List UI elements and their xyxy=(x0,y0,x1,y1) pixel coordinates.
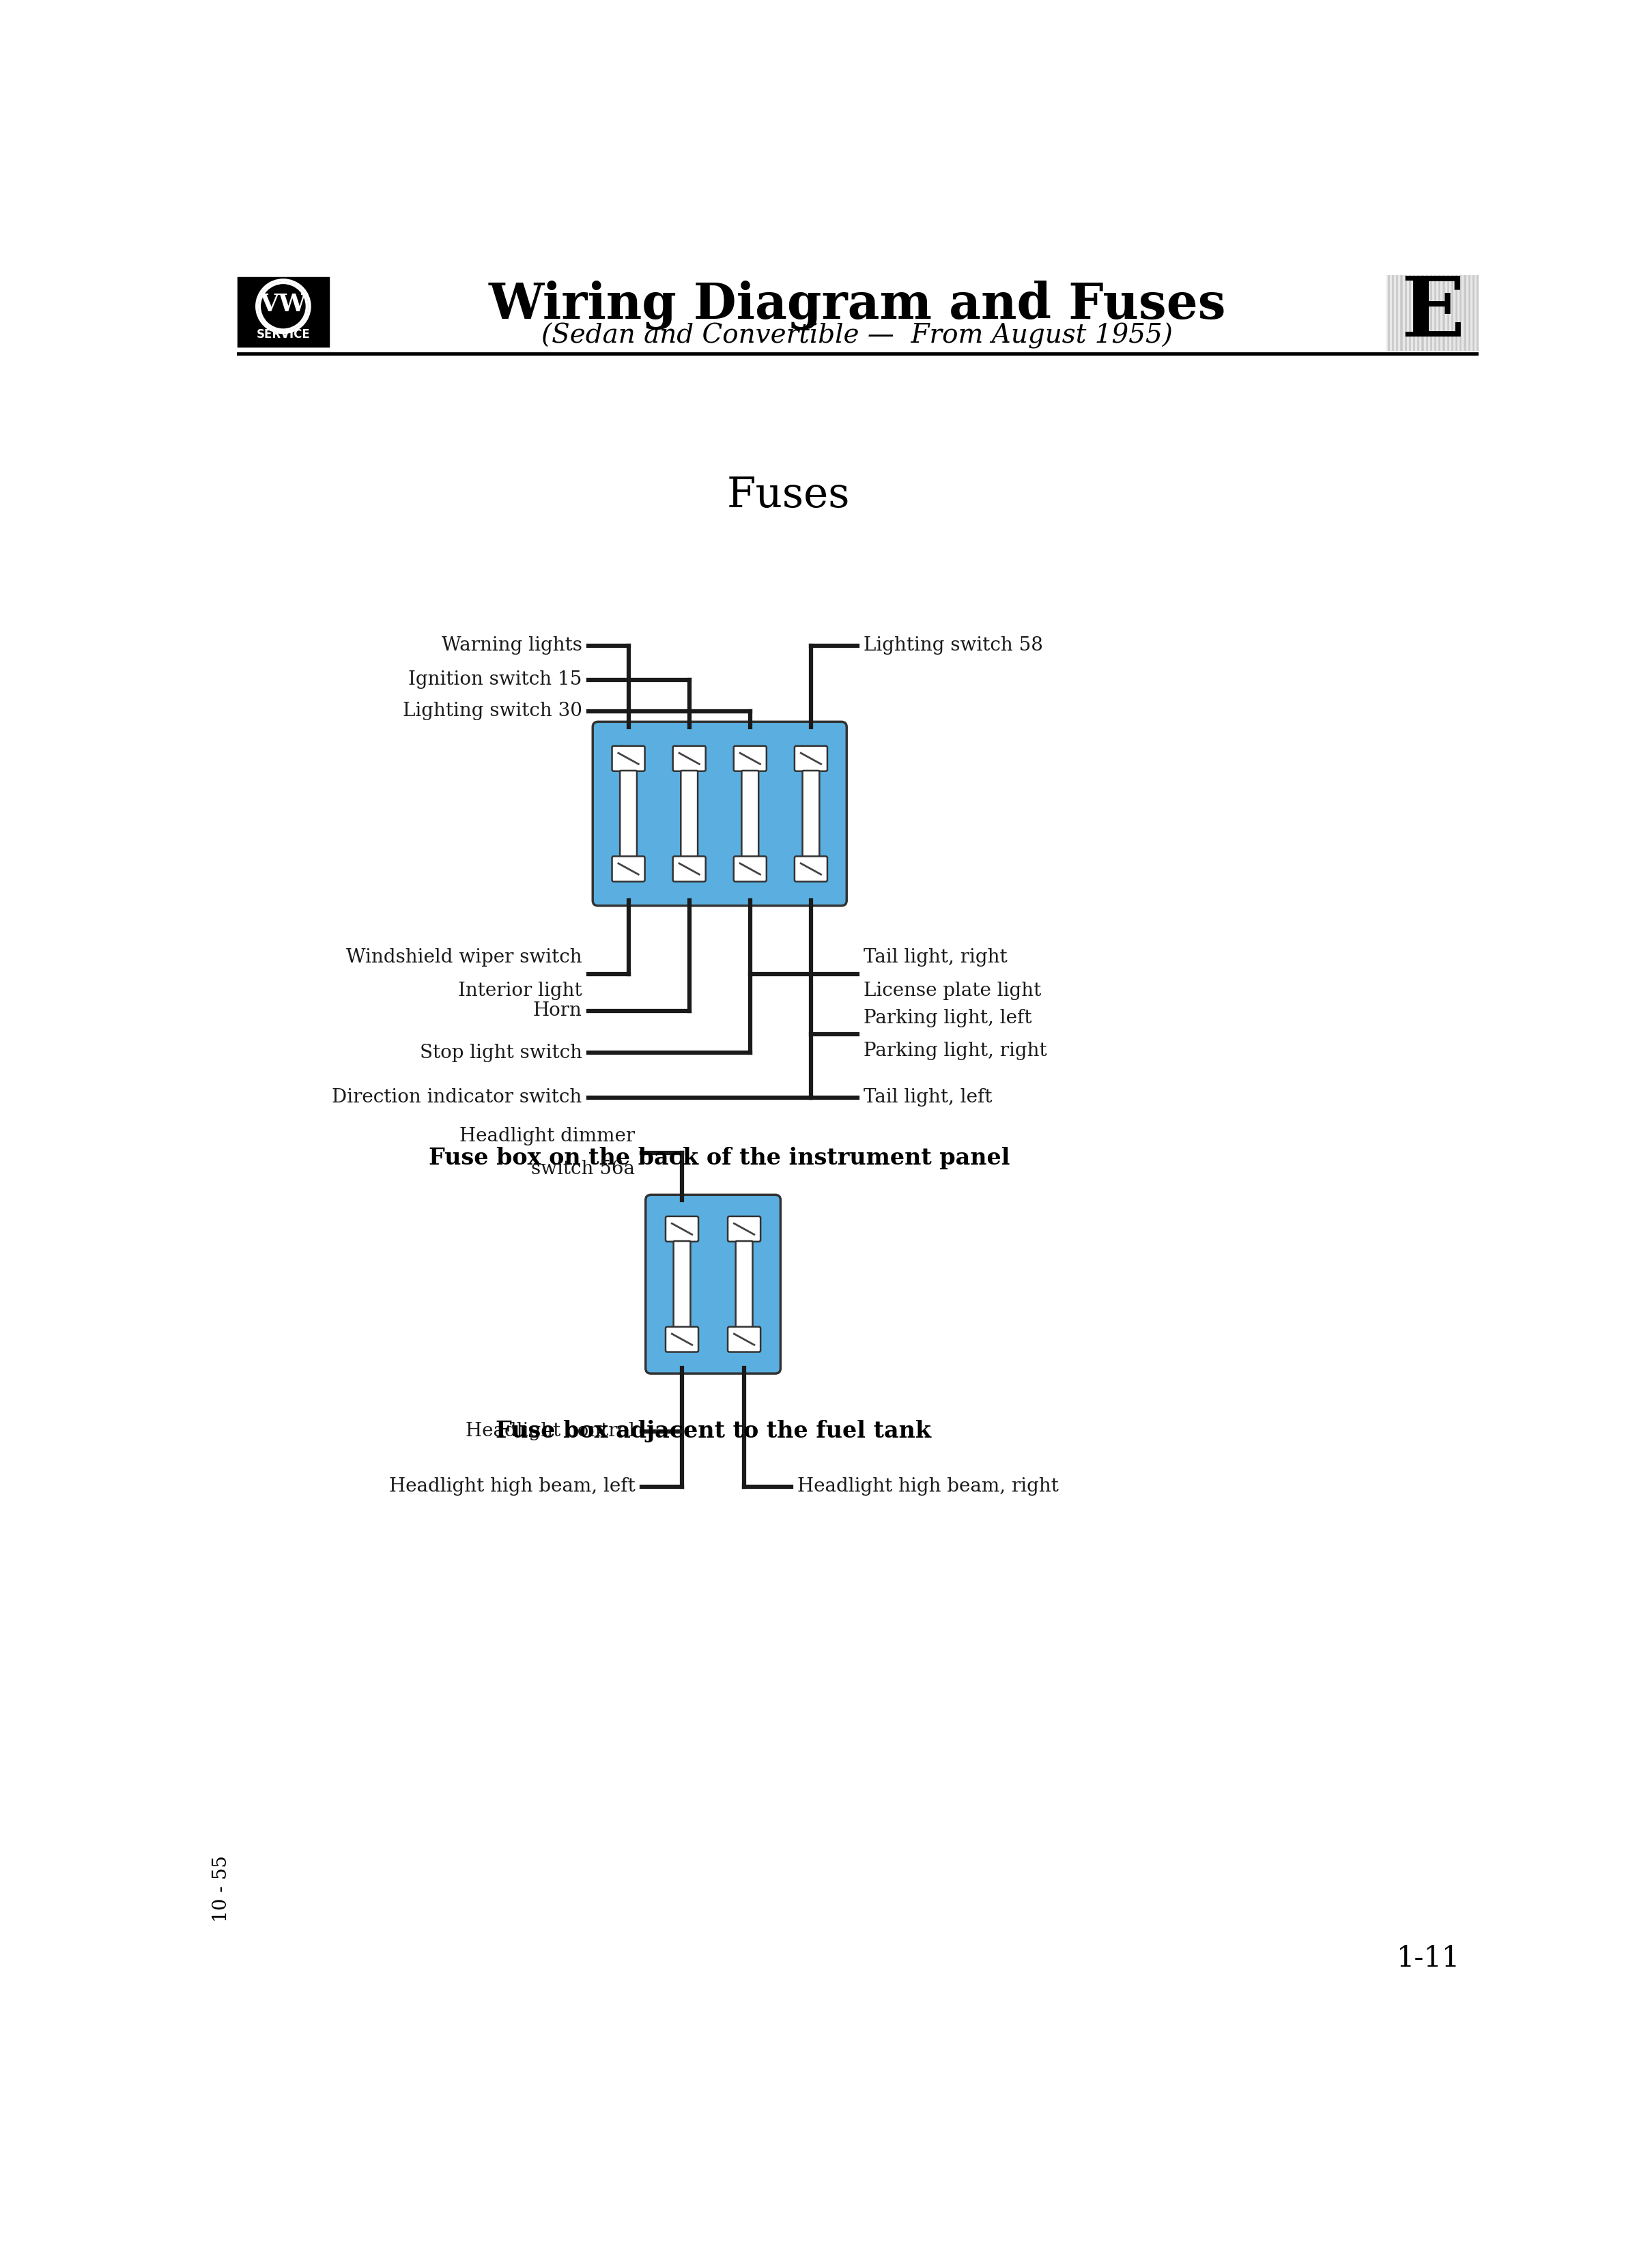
FancyBboxPatch shape xyxy=(593,721,846,905)
FancyBboxPatch shape xyxy=(646,1196,780,1374)
Text: Windshield wiper switch: Windshield wiper switch xyxy=(347,948,582,966)
Text: Interior light: Interior light xyxy=(458,982,582,1000)
FancyBboxPatch shape xyxy=(733,745,767,770)
Circle shape xyxy=(259,284,307,331)
Text: E: E xyxy=(1401,272,1464,354)
FancyBboxPatch shape xyxy=(803,770,819,856)
FancyBboxPatch shape xyxy=(611,745,644,770)
Circle shape xyxy=(256,279,309,333)
FancyBboxPatch shape xyxy=(795,745,828,770)
FancyBboxPatch shape xyxy=(742,770,758,856)
Text: Tail light, right: Tail light, right xyxy=(864,948,1008,966)
Text: Headlight high beam, right: Headlight high beam, right xyxy=(798,1477,1059,1495)
Text: Parking light, left: Parking light, left xyxy=(864,1009,1032,1027)
Bar xyxy=(238,277,329,347)
Text: Headlight high beam, left: Headlight high beam, left xyxy=(388,1477,634,1495)
Text: Lighting switch 30: Lighting switch 30 xyxy=(403,703,582,721)
Text: Tail light, left: Tail light, left xyxy=(864,1088,993,1106)
FancyBboxPatch shape xyxy=(666,1326,699,1351)
Text: Fuses: Fuses xyxy=(727,475,851,516)
Text: Headlight dimmer: Headlight dimmer xyxy=(459,1126,634,1146)
Text: Headlight control: Headlight control xyxy=(466,1421,634,1441)
Text: 1-11: 1-11 xyxy=(1396,1943,1460,1973)
FancyBboxPatch shape xyxy=(735,1241,753,1326)
FancyBboxPatch shape xyxy=(672,856,705,881)
FancyBboxPatch shape xyxy=(795,856,828,881)
FancyBboxPatch shape xyxy=(681,770,697,856)
Text: Fuse box adjacent to the fuel tank: Fuse box adjacent to the fuel tank xyxy=(496,1421,930,1444)
Text: 10 - 55: 10 - 55 xyxy=(211,1856,231,1923)
Text: Warning lights: Warning lights xyxy=(441,637,582,655)
Text: (Sedan and Convertible —  From August 1955): (Sedan and Convertible — From August 195… xyxy=(542,322,1173,349)
FancyBboxPatch shape xyxy=(666,1216,699,1241)
Text: Horn: Horn xyxy=(534,1002,582,1020)
Text: VW: VW xyxy=(259,293,307,315)
FancyBboxPatch shape xyxy=(729,1216,760,1241)
Text: Direction indicator switch: Direction indicator switch xyxy=(332,1088,582,1106)
Text: License plate light: License plate light xyxy=(864,982,1041,1000)
FancyBboxPatch shape xyxy=(611,856,644,881)
Text: SERVICE: SERVICE xyxy=(256,329,311,340)
FancyBboxPatch shape xyxy=(674,1241,691,1326)
Text: Lighting switch 58: Lighting switch 58 xyxy=(864,637,1042,655)
FancyBboxPatch shape xyxy=(729,1326,760,1351)
Text: Parking light, right: Parking light, right xyxy=(864,1043,1047,1061)
FancyBboxPatch shape xyxy=(620,770,638,856)
FancyBboxPatch shape xyxy=(672,745,705,770)
Text: Stop light switch: Stop light switch xyxy=(420,1043,582,1063)
Text: switch 56a: switch 56a xyxy=(532,1160,634,1178)
FancyBboxPatch shape xyxy=(733,856,767,881)
Text: Wiring Diagram and Fuses: Wiring Diagram and Fuses xyxy=(489,282,1226,331)
Text: Ignition switch 15: Ignition switch 15 xyxy=(408,671,582,689)
Bar xyxy=(1386,275,1479,351)
Text: Fuse box on the back of the instrument panel: Fuse box on the back of the instrument p… xyxy=(430,1146,1011,1169)
